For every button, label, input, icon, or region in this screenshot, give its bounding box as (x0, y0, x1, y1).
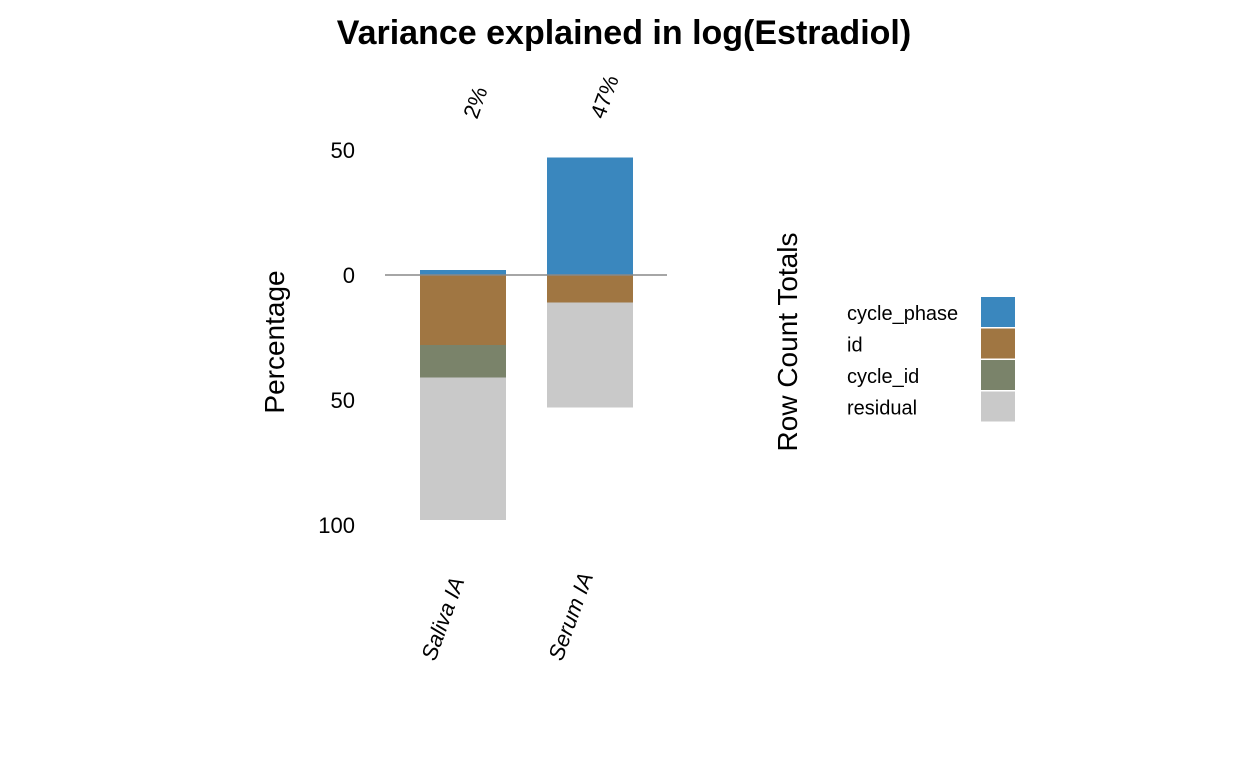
value-label: 2% (458, 83, 492, 121)
y-axis-label: Percentage (259, 270, 290, 413)
legend-swatch (981, 360, 1015, 390)
bar-segment (420, 377, 506, 520)
legend-swatch (981, 297, 1015, 327)
bar-segment (547, 275, 633, 303)
x-tick-label: Saliva IA (416, 574, 469, 664)
x-tick-label: Serum IA (543, 569, 598, 664)
value-label: 47% (585, 72, 624, 122)
y-tick-label: 100 (318, 513, 355, 538)
chart-title: Variance explained in log(Estradiol) (337, 14, 911, 52)
bar-segment (420, 345, 506, 378)
y-tick-label: 50 (331, 138, 355, 163)
legend-swatch (981, 391, 1015, 422)
bar-segment (547, 157, 633, 275)
legend-label: cycle_phase (847, 303, 958, 325)
bar-segment (420, 270, 506, 275)
legend-label: cycle_id (847, 366, 919, 388)
legend-swatch (981, 328, 1015, 359)
bar-segment (547, 302, 633, 408)
bar-segment (420, 275, 506, 345)
y-tick-label: 50 (331, 388, 355, 413)
legend-label: residual (847, 398, 917, 420)
legend-title: Row Count Totals (772, 233, 803, 452)
legend-label: id (847, 335, 863, 357)
y-tick-label: 0 (343, 263, 355, 288)
